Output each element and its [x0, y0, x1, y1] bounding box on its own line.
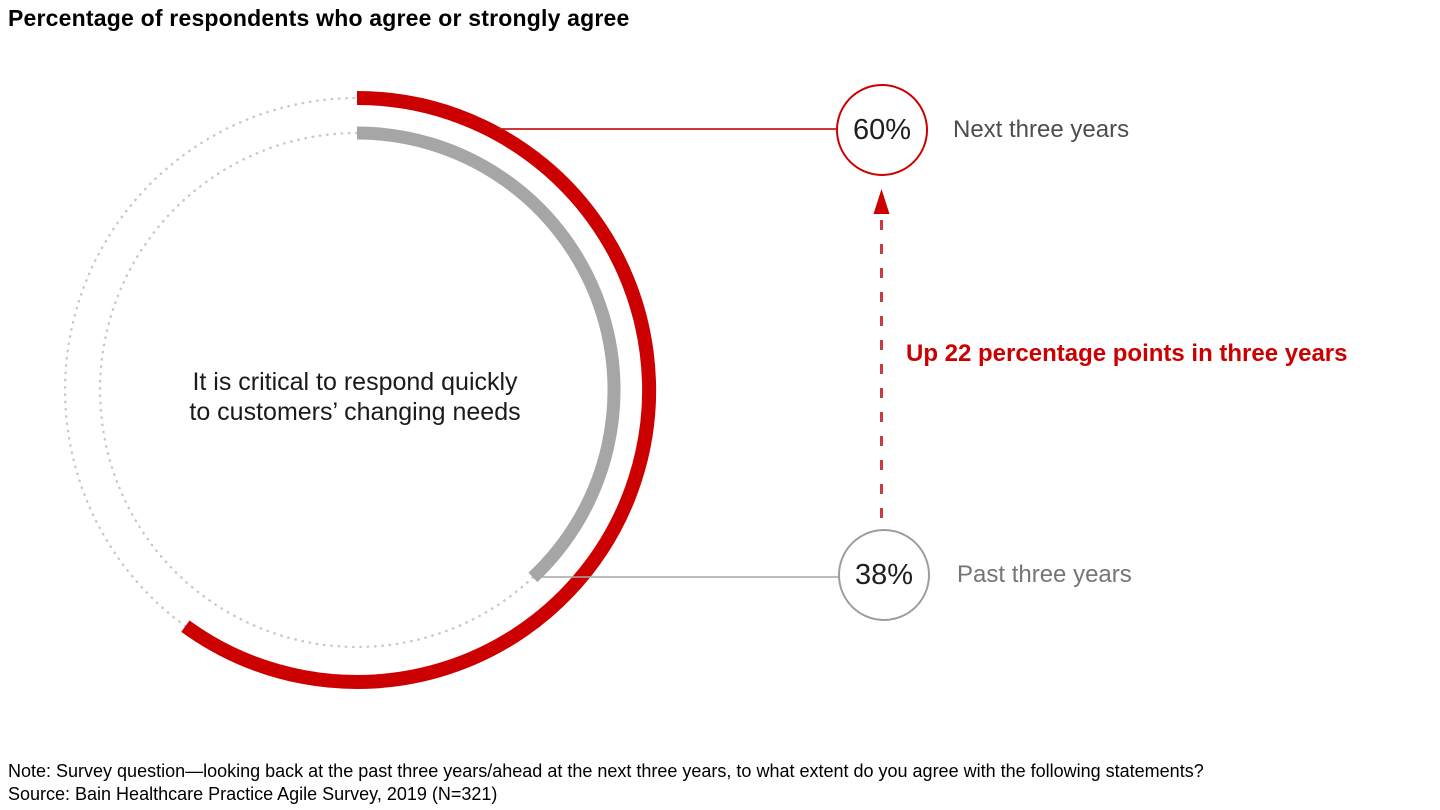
source-text: Source: Bain Healthcare Practice Agile S… [8, 784, 498, 804]
next-years-dotted-track [63, 96, 359, 628]
next-years-value-badge: 60% [836, 84, 928, 176]
note-text: Note: Survey question—looking back at th… [8, 761, 1204, 781]
past-years-label: Past three years [957, 561, 1132, 588]
delta-arrow-head [873, 189, 890, 214]
chart-statement-line2: to customers’ changing needs [189, 398, 521, 426]
past-years-arc [356, 126, 621, 583]
delta-annotation: Up 22 percentage points in three years [906, 340, 1348, 367]
chart-statement-line1: It is critical to respond quickly [192, 368, 518, 396]
next-years-value: 60% [852, 113, 912, 146]
page-title: Percentage of respondents who agree or s… [8, 5, 630, 31]
next-years-arc [181, 91, 656, 689]
chart-statement: It is critical to respond quickly to cus… [105, 367, 605, 427]
next-years-label: Next three years [953, 116, 1130, 143]
past-years-value-badge: 38% [838, 529, 930, 621]
past-years-value: 38% [854, 558, 914, 591]
